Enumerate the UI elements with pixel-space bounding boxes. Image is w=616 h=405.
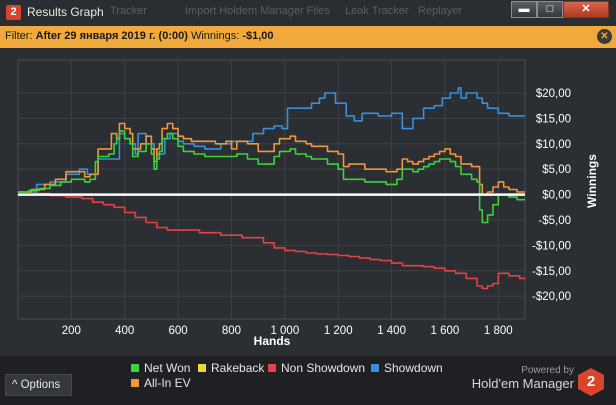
minimize-button[interactable]: ▬ [511,1,537,18]
x-tick-label: 1 200 [324,325,353,337]
title-bar: 2 Results Graph Tracker Import Holdem Ma… [0,0,616,26]
legend-item-showdown[interactable]: Showdown [371,361,443,375]
legend-label: Non Showdown [281,361,366,375]
legend-label: Showdown [384,361,443,375]
legend-label: Net Won [144,361,191,375]
series-lines [18,87,525,290]
series-line-non-showdown [18,192,525,290]
filter-bar: Filter: After 29 января 2019 г. (0:00) W… [0,26,616,48]
close-window-button[interactable]: ✕ [563,1,609,18]
brand-name: Hold'em Manager [471,376,574,391]
filter-date: After 29 января 2019 г. (0:00) [35,30,188,42]
background-tab-import: Import Holdem Manager Files [185,5,330,17]
x-tick-label: 1 800 [484,325,513,337]
x-tick-label: 1 600 [431,325,460,337]
x-tick-label: 1 400 [377,325,406,337]
x-tick-label: 200 [62,325,81,337]
grid [17,59,526,320]
filter-winnings-value: -$1,00 [242,30,274,42]
plot-border [17,59,526,320]
legend-item-net-won[interactable]: Net Won [131,361,190,375]
options-label: Options [20,379,61,391]
x-tick-labels: 200 400 600 800 1 000 1 200 1 400 1 600 1 800 [62,325,513,337]
background-tab-tracker: Tracker [110,5,147,17]
options-button[interactable]: ^ Options [5,374,72,396]
legend-item-non-showdown[interactable]: Non Showdown [268,361,365,375]
filter-description: Filter: After 29 января 2019 г. (0:00) W… [5,30,274,42]
non-showdown-swatch [268,364,276,372]
y-tick-labels: $20,00 $15,00 $10,00 $5,00 $0,00 -$5,00 -$10,0… [532,88,571,303]
y-tick-label: -$20,00 [532,291,571,303]
background-tab-leak-tracker: Leak Tracker [345,5,409,17]
net-won-swatch [131,364,139,372]
y-axis-label: Winnings [585,154,599,208]
x-tick-label: 1 000 [270,325,299,337]
x-tick-label: 400 [115,325,134,337]
filter-prefix: Filter: [5,30,36,42]
background-tab-replayer: Replayer [418,5,463,17]
maximize-button[interactable]: □ [537,1,563,18]
chevron-up-icon: ^ [12,379,18,391]
plot-area [18,60,525,319]
y-tick-label: -$10,00 [532,240,571,252]
x-tick-label: 800 [222,325,241,337]
y-tick-label: $5,00 [542,164,571,176]
results-chart: $20,00 $15,00 $10,00 $5,00 $0,00 -$5,00 -$10,0… [17,59,599,348]
y-tick-label: $15,00 [536,113,571,125]
all-in-ev-swatch [131,379,139,387]
y-tick-label: $20,00 [536,88,571,100]
clear-filter-button[interactable]: ✕ [597,29,612,44]
y-tick-label: -$15,00 [532,266,571,278]
window-title: Results Graph [27,5,104,19]
y-tick-label: -$5,00 [538,215,571,227]
series-line-net-won [18,130,525,224]
powered-by-text: Powered by [521,365,574,376]
rakeback-swatch [198,364,206,372]
results-graph-panel: $20,00 $15,00 $10,00 $5,00 $0,00 -$5,00 -$10,0… [0,48,616,356]
legend: Net Won Rakeback Non Showdown Showdown A… [0,358,616,405]
legend-item-rakeback[interactable]: Rakeback [198,361,264,375]
filter-winnings-label: Winnings: [187,30,243,42]
x-axis-label: Hands [254,334,291,348]
y-tick-label: $0,00 [542,190,571,202]
showdown-swatch [371,364,379,372]
legend-item-all-in-ev[interactable]: All-In EV [131,376,191,390]
series-line-all-in-ev [18,122,525,196]
y-tick-label: $10,00 [536,139,571,151]
app-logo-icon: 2 [6,5,21,20]
legend-label: All-In EV [144,376,191,390]
legend-label: Rakeback [211,361,265,375]
x-tick-label: 600 [169,325,188,337]
